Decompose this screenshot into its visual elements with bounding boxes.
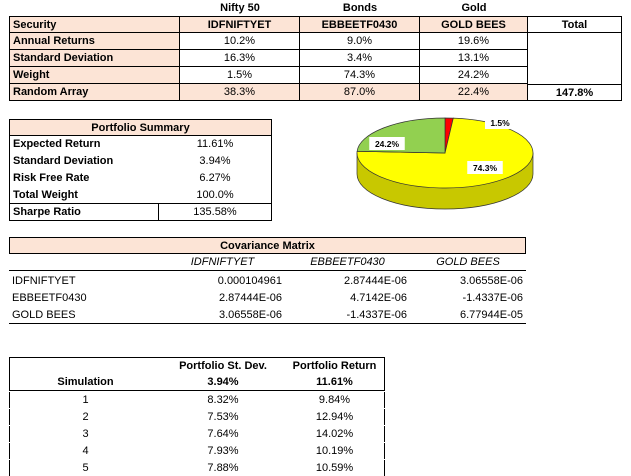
table-cell: 87.0% xyxy=(300,84,420,101)
table-cell: 2.87444E-06 xyxy=(344,275,407,287)
table-cell: 38.3% xyxy=(180,84,300,101)
simulation-stdev: 7.93% xyxy=(207,445,239,457)
simulation-number: 3 xyxy=(9,426,161,442)
row-label-random-array: Random Array xyxy=(9,84,180,101)
row-label-standard-deviation: Standard Deviation xyxy=(9,50,180,67)
security-name-ebbeetf0430: EBBEETF0430 xyxy=(300,16,420,33)
simulation-stdev: 7.88% xyxy=(207,462,239,474)
simulation-header-stdev: Portfolio St. Dev. xyxy=(161,357,285,374)
pie-label-box xyxy=(467,161,503,174)
pie-label-box xyxy=(485,116,515,129)
covariance-row-label-idfniftyet: IDFNIFTYET xyxy=(12,275,76,287)
covariance-header-gold-bees: GOLD BEES xyxy=(410,254,526,271)
table-cell: 3.06558E-06 xyxy=(160,307,285,324)
table-cell: 1.5% xyxy=(180,67,300,84)
covariance-row-label-ebbeetf0430: EBBEETF0430 xyxy=(12,292,87,304)
simulation-stdev: 7.53% xyxy=(207,411,239,423)
summary-label-risk-free-rate: Risk Free Rate xyxy=(9,170,159,187)
table-cell: 3.4% xyxy=(300,50,420,67)
covariance-header-blank xyxy=(9,254,160,271)
simulation-return: 14.02% xyxy=(285,426,385,442)
category-header-bonds: Bonds xyxy=(342,2,378,14)
row-label-weight: Weight xyxy=(9,67,180,84)
covariance-row-label-gold-bees: GOLD BEES xyxy=(9,307,160,324)
total-empty-cell xyxy=(528,33,622,84)
table-cell: -1.4337E-06 xyxy=(462,292,523,304)
covariance-title: Covariance Matrix xyxy=(9,237,526,254)
table-cell: 10.2% xyxy=(180,33,300,50)
table-cell: 0.000104961 xyxy=(217,275,282,287)
pie-label-box xyxy=(369,137,405,150)
simulation-number: 2 xyxy=(9,409,161,425)
row-label-annual-returns: Annual Returns xyxy=(9,33,180,50)
category-header-nifty: Nifty 50 xyxy=(220,2,260,14)
simulation-return: 9.84% xyxy=(285,392,385,408)
simulation-return: 10.59% xyxy=(285,460,385,476)
simulation-number: 5 xyxy=(9,460,161,476)
summary-value-total-weight: 100.0% xyxy=(159,187,272,204)
summary-value-expected-return: 11.61% xyxy=(159,136,272,153)
category-header-gold: Gold xyxy=(461,2,487,14)
summary-label-expected-return: Expected Return xyxy=(9,136,159,153)
covariance-header-idfniftyet: IDFNIFTYET xyxy=(160,254,285,271)
summary-value-standard-deviation: 3.94% xyxy=(159,153,272,170)
portfolio-summary-title: Portfolio Summary xyxy=(9,119,272,136)
table-cell: 6.77944E-05 xyxy=(410,307,526,324)
summary-value-risk-free-rate: 6.27% xyxy=(159,170,272,187)
pie-data-label: 24.2% xyxy=(375,139,400,149)
summary-label-sharpe-ratio: Sharpe Ratio xyxy=(9,204,159,221)
simulation-label: Simulation xyxy=(9,374,161,391)
simulation-return: 12.94% xyxy=(285,409,385,425)
table-cell: 16.3% xyxy=(180,50,300,67)
table-cell: 4.7142E-06 xyxy=(350,292,407,304)
summary-label-total-weight: Total Weight xyxy=(9,187,159,204)
weight-pie-chart: 1.5% 74.3% 24.2% xyxy=(356,116,534,210)
table-cell: 2.87444E-06 xyxy=(219,292,282,304)
simulation-number: 1 xyxy=(9,392,161,408)
summary-label-standard-deviation: Standard Deviation xyxy=(9,153,159,170)
simulation-current-return: 11.61% xyxy=(285,374,385,391)
simulation-stdev: 7.64% xyxy=(207,428,239,440)
security-name-idfniftyet: IDFNIFTYET xyxy=(180,16,300,33)
table-cell: 19.6% xyxy=(420,33,528,50)
pie-data-label: 74.3% xyxy=(473,163,498,173)
simulation-current-stdev: 3.94% xyxy=(161,374,285,391)
security-header: Security xyxy=(9,16,180,33)
table-cell: 3.06558E-06 xyxy=(460,275,523,287)
simulation-header-return: Portfolio Return xyxy=(285,357,385,374)
table-cell: 74.3% xyxy=(300,67,420,84)
pie-data-label: 1.5% xyxy=(490,118,510,128)
table-cell: -1.4337E-06 xyxy=(285,307,410,324)
summary-value-sharpe-ratio: 135.58% xyxy=(159,204,272,221)
simulation-stdev: 8.32% xyxy=(207,394,239,406)
simulation-number: 4 xyxy=(9,443,161,459)
covariance-header-ebbeetf0430: EBBEETF0430 xyxy=(285,254,410,271)
simulation-header-blank xyxy=(9,357,161,374)
table-cell: 24.2% xyxy=(420,67,528,84)
total-header: Total xyxy=(528,16,622,33)
table-cell: 22.4% xyxy=(420,84,528,101)
table-cell: 9.0% xyxy=(300,33,420,50)
random-array-total: 147.8% xyxy=(528,84,622,101)
security-name-gold-bees: GOLD BEES xyxy=(420,16,528,33)
table-cell: 13.1% xyxy=(420,50,528,67)
simulation-return: 10.19% xyxy=(285,443,385,459)
